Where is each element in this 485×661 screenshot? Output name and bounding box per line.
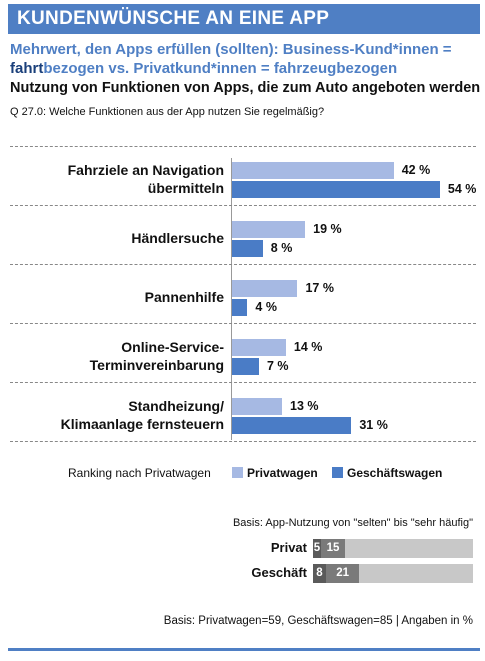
group-separator (10, 441, 476, 442)
data-label: 54 % (447, 182, 477, 196)
subtitle-line-2: fahrtbezogen vs. Privatkund*innen = fahr… (10, 59, 480, 78)
usage-bar: 8 21 (313, 564, 473, 583)
ranking-note: Ranking nach Privatwagen (68, 466, 211, 480)
bar-privatwagen (232, 162, 394, 179)
usage-segment-rest (359, 564, 473, 583)
category-label-line: Standheizung/ (128, 398, 224, 414)
bottom-rule (8, 648, 480, 651)
category-label-line: Händlersuche (131, 230, 224, 246)
group-separator (10, 382, 476, 383)
legend-label-privatwagen: Privatwagen (247, 466, 318, 480)
category-label: Standheizung/Klimaanlage fernsteuern (10, 397, 224, 433)
page-header: KUNDENWÜNSCHE AN EINE APP (8, 4, 480, 34)
legend-item-privatwagen: Privatwagen (232, 466, 318, 480)
group-separator (10, 205, 476, 206)
bar-privatwagen (232, 398, 283, 415)
legend-swatch-privatwagen (232, 467, 243, 478)
subtitle: Mehrwert, den Apps erfüllen (sollten): B… (10, 40, 480, 78)
legend-item-geschaeftswagen: Geschäftswagen (332, 466, 442, 480)
data-label: 14 % (293, 340, 323, 354)
category-label-line: Terminvereinbarung (89, 357, 224, 373)
category-label: Händlersuche (10, 229, 224, 247)
category-label: Pannenhilfe (10, 288, 224, 306)
category-label: Online-Service- Terminvereinbarung (10, 338, 224, 374)
group-separator (10, 264, 476, 265)
value-axis-line (231, 158, 232, 440)
bar-geschaeftswagen (232, 417, 352, 434)
usage-basis: Basis: App-Nutzung von "selten" bis "seh… (232, 517, 473, 529)
subtitle-line-1: Mehrwert, den Apps erfüllen (sollten): B… (10, 41, 452, 58)
usage-bar: 5 15 (313, 539, 473, 558)
bar-geschaeftswagen (232, 240, 263, 257)
data-label: 17 % (305, 281, 334, 295)
usage-segment-sehr: 21 (325, 564, 360, 583)
bar-privatwagen (232, 221, 306, 238)
subtitle-line-2-rest: bezogen vs. Privatkund*innen = fahrzeugb… (43, 60, 398, 77)
group-separator (10, 146, 476, 147)
category-label-line: Pannenhilfe (144, 289, 224, 305)
subtitle-emphasis: fahrt (10, 60, 44, 77)
bar-geschaeftswagen (232, 358, 259, 375)
category-label-line: Klimaanlage fernsteuern (60, 416, 224, 432)
data-label: 13 % (290, 399, 319, 413)
data-label: 7 % (266, 359, 289, 373)
usage-segment-selten: 5 (313, 539, 321, 558)
bar-geschaeftswagen (232, 181, 440, 198)
chart-title: Nutzung von Funktionen von Apps, die zum… (10, 80, 481, 96)
category-label-line: Fahrziele an Navigation (67, 162, 224, 178)
category-label-line: übermitteln (147, 180, 224, 196)
bar-privatwagen (232, 280, 298, 297)
usage-segment-selten: 8 (313, 564, 326, 583)
usage-row-label: Privat (270, 540, 307, 555)
usage-segment-rest (345, 539, 473, 558)
legend-swatch-geschaeftswagen (332, 467, 343, 478)
category-label-line: Online-Service- (121, 339, 224, 355)
question-text: Q 27.0: Welche Funktionen aus der App nu… (10, 106, 325, 118)
legend-label-geschaeftswagen: Geschäftswagen (347, 466, 443, 480)
legend: Ranking nach Privatwagen Privatwagen Ges… (10, 466, 480, 482)
usage-segment-sehr: 15 (321, 539, 345, 558)
bar-privatwagen (232, 339, 286, 356)
category-label: Fahrziele an Navigation übermitteln (10, 161, 224, 197)
data-label: 19 % (313, 222, 342, 236)
data-label: 4 % (255, 300, 277, 314)
footer-basis: Basis: Privatwagen=59, Geschäftswagen=85… (163, 615, 473, 627)
header-title: KUNDENWÜNSCHE AN EINE APP (17, 8, 330, 29)
data-label: 8 % (270, 241, 293, 255)
usage-row-label: Geschäft (251, 565, 307, 580)
data-label: 42 % (401, 163, 431, 177)
data-label: 31 % (359, 418, 388, 432)
group-separator (10, 323, 476, 324)
bar-geschaeftswagen (232, 299, 248, 316)
